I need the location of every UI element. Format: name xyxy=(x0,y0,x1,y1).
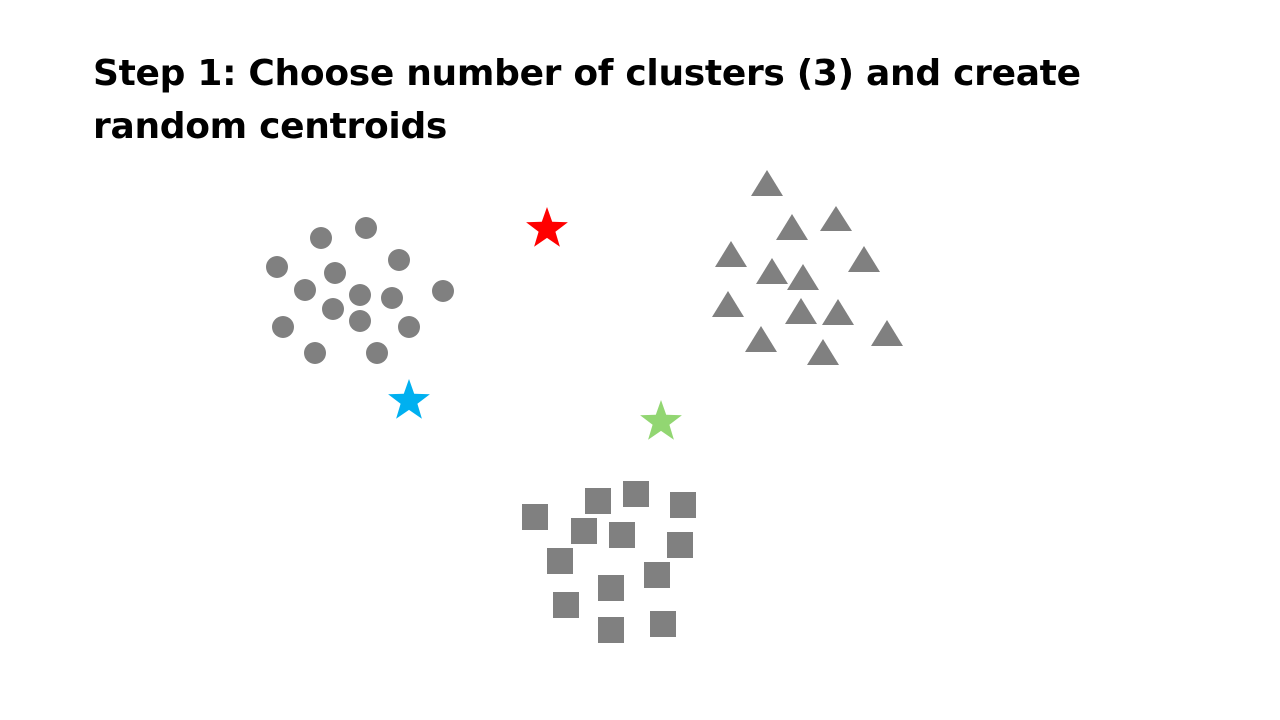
circle-point xyxy=(388,249,410,271)
circle-cluster xyxy=(266,217,454,364)
triangle-point xyxy=(712,291,744,317)
circle-point xyxy=(432,280,454,302)
circle-point xyxy=(310,227,332,249)
green-centroid-star-icon xyxy=(640,400,682,440)
circle-point xyxy=(324,262,346,284)
triangle-point xyxy=(776,214,808,240)
circle-point xyxy=(266,256,288,278)
square-cluster xyxy=(522,481,696,643)
circle-point xyxy=(366,342,388,364)
circle-point xyxy=(355,217,377,239)
triangle-point xyxy=(751,170,783,196)
triangle-point xyxy=(715,241,747,267)
square-point xyxy=(547,548,573,574)
triangle-point xyxy=(822,299,854,325)
triangle-point xyxy=(745,326,777,352)
circle-point xyxy=(349,284,371,306)
triangle-point xyxy=(871,320,903,346)
circle-point xyxy=(322,298,344,320)
circle-point xyxy=(381,287,403,309)
triangle-point xyxy=(787,264,819,290)
circle-point xyxy=(294,279,316,301)
red-centroid-star-icon xyxy=(526,207,568,247)
square-point xyxy=(553,592,579,618)
square-point xyxy=(522,504,548,530)
slide-title: Step 1: Choose number of clusters (3) an… xyxy=(93,53,1081,147)
square-point xyxy=(598,617,624,643)
square-point xyxy=(598,575,624,601)
square-point xyxy=(670,492,696,518)
square-point xyxy=(609,522,635,548)
square-point xyxy=(644,562,670,588)
circle-point xyxy=(398,316,420,338)
circle-point xyxy=(272,316,294,338)
centroids xyxy=(388,207,682,440)
triangle-point xyxy=(807,339,839,365)
square-point xyxy=(585,488,611,514)
triangle-cluster xyxy=(712,170,903,365)
triangle-point xyxy=(848,246,880,272)
blue-centroid-star-icon xyxy=(388,379,430,419)
triangle-point xyxy=(785,298,817,324)
square-point xyxy=(667,532,693,558)
square-point xyxy=(623,481,649,507)
square-point xyxy=(571,518,597,544)
circle-point xyxy=(349,310,371,332)
circle-point xyxy=(304,342,326,364)
square-point xyxy=(650,611,676,637)
triangle-point xyxy=(820,206,852,231)
triangle-point xyxy=(756,258,788,284)
